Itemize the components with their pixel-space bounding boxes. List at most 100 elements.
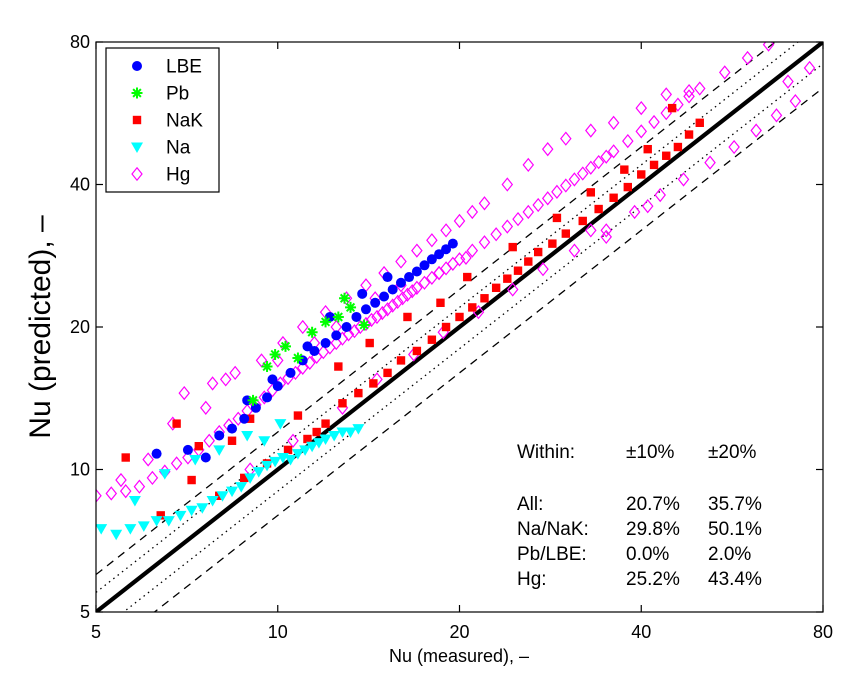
point-na xyxy=(352,424,365,435)
point-hg xyxy=(693,81,706,96)
point-hg xyxy=(433,265,445,281)
point-na xyxy=(312,438,325,449)
point-na xyxy=(213,445,226,456)
point-nak xyxy=(643,144,652,154)
point-nak xyxy=(303,434,312,444)
point-hg xyxy=(440,261,452,276)
point-nak xyxy=(609,193,618,202)
point-hg xyxy=(585,160,597,175)
point-pb xyxy=(320,316,332,328)
point-nak xyxy=(455,312,464,322)
point-hg xyxy=(440,223,452,238)
legend-marker-pb xyxy=(131,87,143,99)
point-hg xyxy=(287,433,299,448)
point-na xyxy=(206,496,219,507)
y-tick-label: 20 xyxy=(70,317,90,337)
point-hg xyxy=(677,172,690,187)
point-na xyxy=(306,441,319,453)
point-nak xyxy=(533,247,543,257)
legend-label: Hg xyxy=(166,165,190,186)
point-na xyxy=(128,496,141,507)
point-hg xyxy=(592,154,605,170)
point-lbe xyxy=(357,288,368,299)
point-pb xyxy=(332,311,344,323)
point-na xyxy=(319,434,332,445)
point-pb xyxy=(261,361,273,373)
point-hg xyxy=(386,298,399,313)
point-nak xyxy=(396,356,406,365)
point-hg xyxy=(229,365,241,381)
point-nak xyxy=(187,475,196,485)
point-nak xyxy=(561,229,571,238)
stats-table: Within: ±10% ±20% All: 20.7% 35.7% Na/Na… xyxy=(517,442,762,590)
point-pb xyxy=(280,340,292,352)
point-nak xyxy=(441,322,451,332)
point-nak xyxy=(468,303,477,312)
point-hg xyxy=(396,291,409,306)
point-lbe xyxy=(302,341,313,352)
point-nak xyxy=(383,368,392,378)
point-hg xyxy=(406,284,418,299)
stats-row-label: All: xyxy=(517,494,543,515)
legend-label: NaK xyxy=(166,111,203,132)
point-na xyxy=(174,510,187,522)
y-tick-label: 40 xyxy=(70,175,90,195)
point-na xyxy=(196,503,209,514)
point-hg xyxy=(704,155,716,170)
point-na xyxy=(189,454,202,466)
point-hg xyxy=(146,470,159,486)
parity-line xyxy=(96,42,823,612)
legend-label: LBE xyxy=(166,57,202,78)
stats-row-col2: 50.1% xyxy=(708,519,762,540)
point-hg xyxy=(447,256,459,271)
point-hg xyxy=(600,223,613,238)
point-hg xyxy=(115,472,127,488)
point-hg xyxy=(568,243,581,258)
stats-row-label: Pb/LBE: xyxy=(517,544,587,565)
point-nak xyxy=(403,312,412,322)
point-hg xyxy=(672,97,684,112)
point-lbe xyxy=(404,272,415,283)
point-hg xyxy=(119,484,132,499)
point-na xyxy=(96,524,108,535)
point-hg xyxy=(133,479,146,494)
point-nak xyxy=(667,103,677,113)
stats-header-col1: ±10% xyxy=(626,442,675,463)
y-axis-ticks: 5 10 20 40 80 xyxy=(70,32,823,622)
y-tick-label: 5 xyxy=(80,602,90,622)
point-na xyxy=(235,482,248,493)
point-hg xyxy=(296,360,309,375)
point-hg xyxy=(541,142,554,157)
point-pb xyxy=(358,319,370,331)
point-hg xyxy=(401,287,414,302)
point-hg xyxy=(741,50,754,66)
point-hg xyxy=(200,400,212,415)
point-hg xyxy=(628,204,641,220)
x-tick-label: 20 xyxy=(449,622,469,642)
point-hg xyxy=(395,254,407,269)
point-lbe xyxy=(214,430,225,441)
point-hg xyxy=(478,235,491,250)
stats-header-col2: ±20% xyxy=(708,442,757,463)
point-hg xyxy=(648,114,660,130)
point-hg xyxy=(718,65,731,80)
point-hg xyxy=(522,204,535,220)
point-lbe xyxy=(267,374,278,385)
point-hg xyxy=(418,275,431,290)
stats-row-col2: 35.7% xyxy=(708,494,762,515)
point-nak xyxy=(312,427,321,437)
point-lbe xyxy=(441,244,452,255)
legend-marker-lbe xyxy=(132,61,142,71)
point-nak xyxy=(365,338,374,348)
point-hg xyxy=(501,219,514,234)
point-nak xyxy=(436,298,445,307)
point-hg xyxy=(411,243,423,258)
point-nak xyxy=(508,242,517,252)
x-tick-label: 80 xyxy=(813,622,833,642)
point-lbe xyxy=(351,311,362,322)
point-nak xyxy=(412,346,422,356)
point-hg xyxy=(789,93,802,109)
point-na xyxy=(185,505,198,517)
stats-row-col2: 43.4% xyxy=(708,569,762,590)
point-nak xyxy=(240,473,249,483)
